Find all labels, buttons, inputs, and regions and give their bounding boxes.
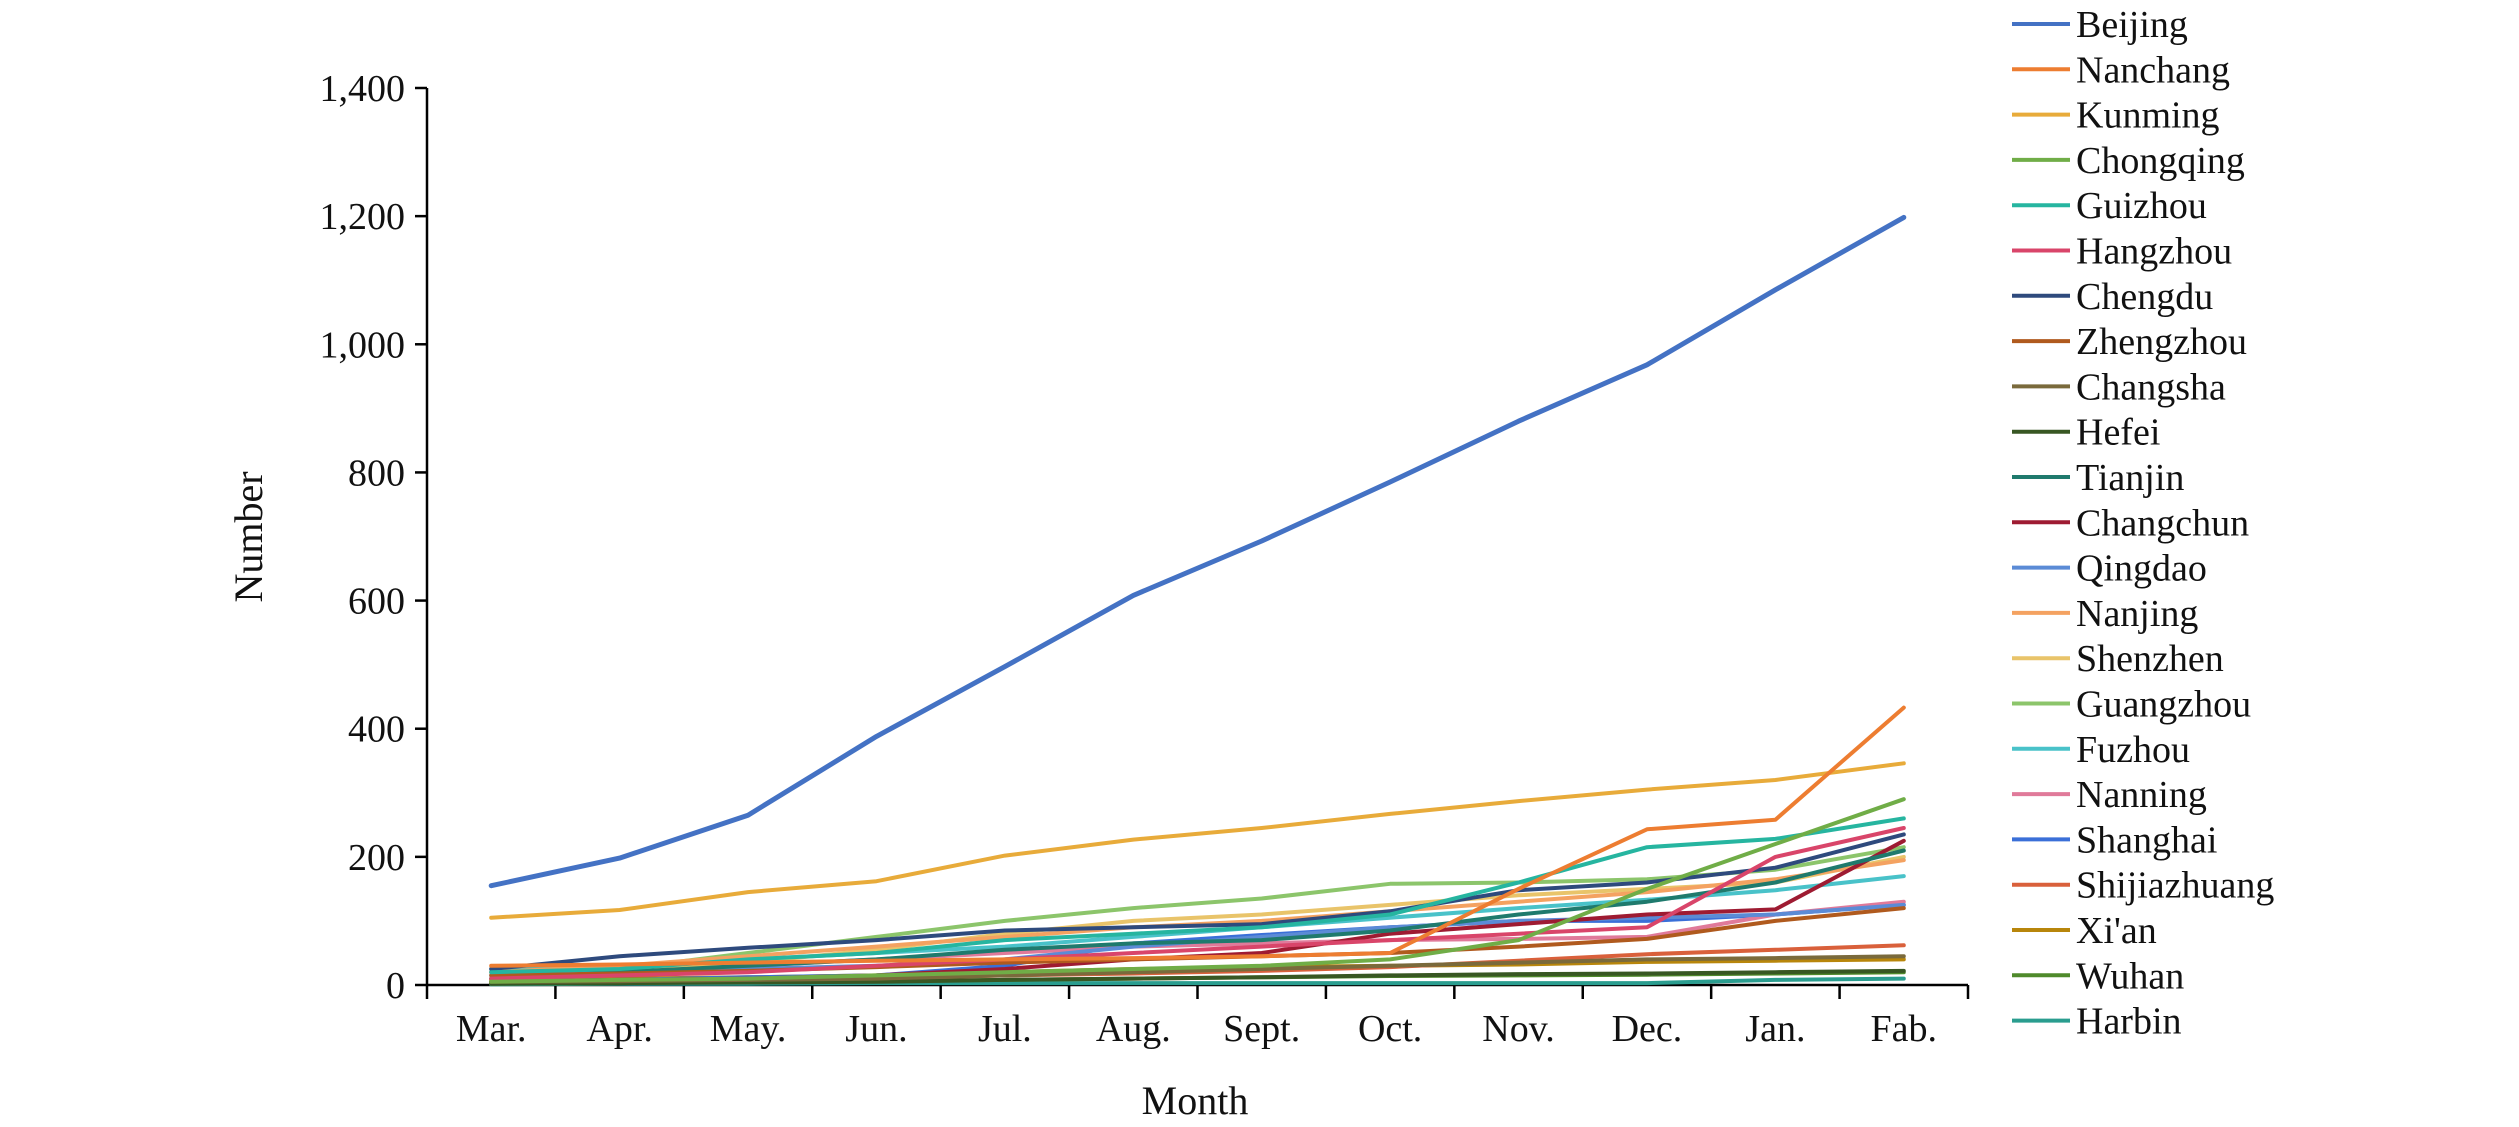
legend-label: Xi'an [2076, 910, 2157, 952]
series-line-chongqing [489, 797, 1906, 984]
legend-label: Shijiazhuang [2076, 865, 2274, 907]
legend-label: Hefei [2076, 412, 2160, 454]
legend-label: Hangzhou [2076, 231, 2232, 273]
series-line-nanchang [489, 705, 1906, 968]
y-axis: 0 200 400 600 800 1,000 1,200 1,400 [320, 68, 429, 1007]
legend-label: Shanghai [2076, 819, 2217, 861]
series-line-tianjin [489, 848, 1906, 981]
legend-item-nanning: Nanning [2012, 774, 2207, 816]
x-tick-label: Aug. [1096, 1008, 1171, 1050]
legend-item-zhengzhou: Zhengzhou [2012, 321, 2247, 363]
y-tick-label: 400 [348, 709, 405, 751]
legend-item-shenzhen: Shenzhen [2012, 638, 2224, 680]
x-tick-label: May. [710, 1008, 787, 1050]
legend-label: Chengdu [2076, 276, 2213, 318]
legend-label: Nanjing [2076, 593, 2198, 635]
legend-item-tianjin: Tianjin [2012, 457, 2184, 499]
legend-item-guizhou: Guizhou [2012, 185, 2207, 227]
y-tick-label: 200 [348, 837, 405, 879]
y-axis-title: Number [226, 471, 271, 602]
x-tick-label: Jan. [1745, 1008, 1805, 1050]
legend-item-harbin: Harbin [2012, 1001, 2182, 1043]
series-line-hangzhou [489, 826, 1906, 981]
legend-item-fuzhou: Fuzhou [2012, 729, 2190, 771]
legend-item-nanchang: Nanchang [2012, 49, 2230, 91]
y-tick-label: 1,400 [320, 68, 406, 110]
legend-item-kunming: Kunming [2012, 95, 2220, 137]
legend-item-xi-an: Xi'an [2012, 910, 2157, 952]
legend-label: Zhengzhou [2076, 321, 2247, 363]
legend-item-shanghai: Shanghai [2012, 819, 2217, 861]
legend-label: Nanchang [2076, 49, 2230, 91]
legend-item-beijing: Beijing [2012, 4, 2188, 46]
legend-label: Changsha [2076, 366, 2226, 408]
legend-item-shijiazhuang: Shijiazhuang [2012, 865, 2274, 907]
x-axis-title: Month [1142, 1078, 1249, 1123]
legend-label: Harbin [2076, 1001, 2182, 1043]
legend-item-hefei: Hefei [2012, 412, 2160, 454]
x-tick-label: Oct. [1358, 1008, 1422, 1050]
x-tick-label: Fab. [1871, 1008, 1938, 1050]
y-tick-label: 1,200 [320, 196, 406, 238]
legend-label: Tianjin [2076, 457, 2184, 499]
legend-item-wuhan: Wuhan [2012, 955, 2184, 997]
series-line-kunming [489, 761, 1906, 920]
x-tick-label: Sept. [1223, 1008, 1300, 1050]
x-tick-label: Dec. [1612, 1008, 1683, 1050]
x-tick-label: Jun. [845, 1008, 907, 1050]
legend-label: Fuzhou [2076, 729, 2190, 771]
legend-label: Nanning [2076, 774, 2207, 816]
series-line-guangzhou [489, 845, 1906, 981]
legend-label: Wuhan [2076, 955, 2184, 997]
legend-label: Shenzhen [2076, 638, 2224, 680]
legend: BeijingNanchangKunmingChongqingGuizhouHa… [2012, 4, 2274, 1043]
series-lines [488, 214, 1907, 987]
series-line-beijing [488, 214, 1907, 889]
y-tick-label: 1,000 [320, 324, 406, 366]
legend-item-changsha: Changsha [2012, 366, 2226, 408]
legend-label: Guangzhou [2076, 684, 2251, 726]
y-tick-label: 600 [348, 581, 405, 623]
y-tick-label: 0 [386, 965, 405, 1007]
x-tick-label: Jul. [978, 1008, 1032, 1050]
legend-label: Guizhou [2076, 185, 2207, 227]
y-tick-label: 800 [348, 452, 405, 494]
legend-item-qingdao: Qingdao [2012, 548, 2207, 590]
x-tick-label: Apr. [586, 1008, 653, 1050]
legend-item-guangzhou: Guangzhou [2012, 684, 2251, 726]
legend-label: Beijing [2076, 4, 2188, 46]
x-tick-label: Mar. [456, 1008, 527, 1050]
legend-item-changchun: Changchun [2012, 502, 2249, 544]
legend-label: Changchun [2076, 502, 2249, 544]
legend-item-chengdu: Chengdu [2012, 276, 2213, 318]
x-tick-label: Nov. [1482, 1008, 1554, 1050]
legend-item-nanjing: Nanjing [2012, 593, 2198, 635]
legend-label: Kunming [2076, 95, 2220, 137]
legend-label: Qingdao [2076, 548, 2207, 590]
x-axis: Mar. Apr. May. Jun. Jul. Aug. Sept. Oct. Nov. Dec… [425, 983, 1970, 1050]
legend-label: Chongqing [2076, 140, 2245, 182]
legend-item-chongqing: Chongqing [2012, 140, 2245, 182]
legend-item-hangzhou: Hangzhou [2012, 231, 2232, 273]
series-line-hefei [489, 968, 1906, 986]
